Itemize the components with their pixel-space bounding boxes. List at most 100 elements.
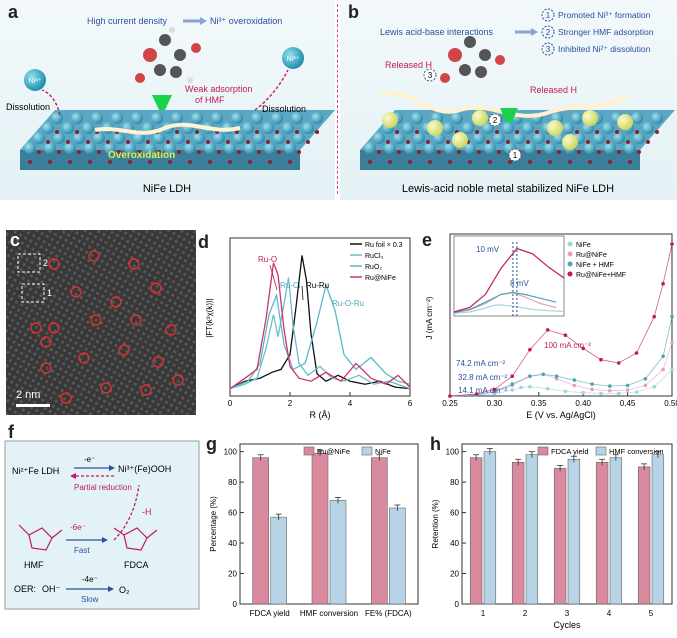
oxygen-atom (86, 140, 90, 144)
ldh-atom (113, 132, 125, 144)
hmf-text: HMF (24, 560, 44, 570)
oxygen-atom (146, 140, 150, 144)
oxygen-atom (617, 150, 621, 154)
panel-d: 0 2 4 6 Ru foil × 0.3 RuCl₃ RuO₂ Ru@NiFe |FT(k… (198, 228, 415, 423)
panel-g-label: g (206, 434, 217, 454)
ldh-atom (84, 142, 96, 154)
ldh-atom (91, 112, 103, 124)
oxygen-atom (226, 140, 230, 144)
overoxidation-cause-text: Ni³⁺ overoxidation (210, 16, 282, 26)
annotation-328: 32.8 mA cm⁻² (458, 373, 507, 382)
ldh-atom (193, 132, 205, 144)
ldh-atom (104, 142, 116, 154)
chart-e: 0.25 0.30 0.35 0.40 0.45 0.50 10 mV 8 mV NiFe… (425, 233, 677, 420)
oxygen-atom (406, 140, 410, 144)
category-label: 3 (565, 609, 570, 618)
oxygen-atom (157, 150, 161, 154)
category-label: HMF conversion (300, 609, 358, 618)
ldh-atom (253, 132, 265, 144)
noble-metal-atom (452, 132, 468, 148)
oxygen-atom (275, 130, 279, 134)
bar (637, 466, 651, 605)
bar (511, 461, 525, 605)
y-tick-label: 20 (228, 570, 237, 579)
oxygen-atom (237, 150, 241, 154)
noble-metal-atom (427, 120, 443, 136)
ldh-atom (522, 122, 534, 134)
ldh-atom (184, 142, 196, 154)
oxygen-atom (55, 130, 59, 134)
ldh-atom (482, 122, 494, 134)
dissolution-left-arrow (41, 89, 61, 116)
chart-g-ylabel: Percentage (%) (209, 496, 218, 552)
annotation-141: 14.1 mA cm⁻² (458, 386, 507, 395)
legend-label: Ru@NiFe+HMF (576, 272, 626, 279)
minus-6e-text: -6e⁻ (70, 523, 86, 532)
oxygen-atom (235, 130, 239, 134)
oxygen-atom (557, 150, 561, 154)
ldh-atom (473, 132, 485, 144)
x-tick-label: 2 (288, 399, 293, 408)
series-line (449, 369, 673, 397)
panel-c-label: c (10, 230, 21, 250)
oxygen-atom (37, 150, 41, 154)
oxygen-atom (306, 140, 310, 144)
ldh-atom (284, 142, 296, 154)
oxygen-atom (288, 160, 292, 164)
oxygen-atom (415, 130, 419, 134)
legend-swatch (567, 271, 573, 277)
ldh-atom (413, 132, 425, 144)
oxygen-atom (195, 130, 199, 134)
annotation-ru-ru-pointer (301, 285, 304, 301)
item2-badge (541, 25, 555, 39)
ldh-atom (462, 122, 474, 134)
ldh-atom (562, 122, 574, 134)
panel-f-label: f (8, 422, 14, 442)
ru-atom-marker (100, 382, 112, 394)
minus-h-text: -H (142, 507, 152, 517)
chart-d-frame (229, 237, 411, 397)
mechanism-badge-2 (488, 113, 502, 127)
oxygen-atom (486, 140, 490, 144)
overoxidation-text: Overoxidation (108, 150, 175, 161)
bar (371, 457, 388, 605)
annotation-ru-ru: Ru-Ru (306, 281, 329, 290)
ldh-atom (642, 122, 654, 134)
ldh-atom (604, 142, 616, 154)
oxygen-atom (166, 140, 170, 144)
panel-b: Lewis acid-base interactions 1 Promoted … (340, 0, 677, 200)
panel-b-illustration: Lewis acid-base interactions 1 Promoted … (340, 0, 677, 200)
ru-atom-marker (78, 352, 90, 364)
ldh-atom (224, 142, 236, 154)
oxidation-arrowhead (109, 465, 115, 471)
ldh-atom (271, 112, 283, 124)
y-tick-label: 0 (233, 600, 238, 609)
ldh-atom (291, 112, 303, 124)
ldh-atom (544, 142, 556, 154)
chart-h-legend: FDCA yield HMF conversion (537, 446, 664, 456)
ldh-atom (51, 112, 63, 124)
bar (595, 461, 609, 605)
oxygen-atom (388, 160, 392, 164)
oxygen-atom (268, 160, 272, 164)
ldh-atom (242, 122, 254, 134)
oxygen-atom (246, 140, 250, 144)
dissolution-right-arrow (254, 69, 289, 111)
ldh-atom (393, 132, 405, 144)
oxygen-atom (75, 130, 79, 134)
oxygen-atom (46, 140, 50, 144)
series-point (670, 341, 674, 345)
oxygen-atom (655, 130, 659, 134)
oer-arrowhead (108, 586, 114, 592)
oxygen-atom (637, 150, 641, 154)
oxygen-atom (255, 130, 259, 134)
oxygen-atom (88, 160, 92, 164)
ru-atom-marker (90, 314, 102, 326)
chart-g-frame (239, 443, 419, 605)
ldh-text: Ni²⁺Fe LDH (12, 466, 59, 476)
ru-atom-marker (48, 258, 60, 270)
ldh-atom (164, 142, 176, 154)
ldh-atom (42, 122, 54, 134)
ldh-atom (73, 132, 85, 144)
legend-swatch (567, 241, 573, 247)
